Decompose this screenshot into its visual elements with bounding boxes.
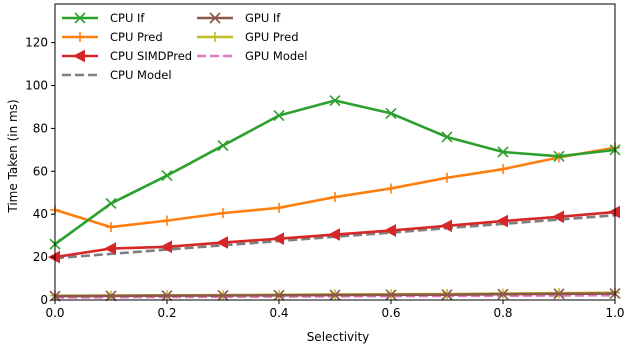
y-tick-label: 100 bbox=[25, 79, 48, 93]
data-point-cpu-pred bbox=[106, 222, 116, 233]
y-tick-label: 60 bbox=[33, 164, 48, 178]
data-point-cpu-if bbox=[217, 139, 229, 152]
y-tick-label: 40 bbox=[33, 207, 48, 221]
y-axis: 0 20 40 60 80 100 120 bbox=[25, 36, 55, 307]
data-point-cpu-pred bbox=[442, 172, 452, 183]
legend-item-cpu-model: CPU Model bbox=[62, 68, 172, 82]
legend-marker bbox=[72, 49, 85, 63]
x-tick-label: 0.6 bbox=[381, 306, 400, 320]
x-axis-label: Selectivity bbox=[307, 330, 370, 344]
data-point-cpu-pred bbox=[498, 164, 508, 175]
x-tick-label: 0.4 bbox=[269, 306, 288, 320]
legend: CPU If CPU Pred CPU SIMDPred CPU Model GPU I… bbox=[62, 11, 307, 82]
data-point-cpu-simdpred bbox=[607, 205, 620, 219]
y-tick-label: 0 bbox=[40, 293, 48, 307]
series-cpu-if bbox=[49, 94, 621, 250]
legend-label: GPU Pred bbox=[245, 30, 299, 44]
data-point-cpu-pred bbox=[274, 202, 284, 213]
data-point-gpu-if bbox=[273, 289, 285, 301]
data-point-cpu-pred bbox=[218, 208, 228, 219]
data-point-cpu-if bbox=[497, 146, 509, 158]
x-tick-label: 0.0 bbox=[45, 306, 64, 320]
data-point-cpu-if bbox=[441, 131, 453, 143]
data-point-cpu-pred bbox=[386, 183, 396, 194]
legend-marker bbox=[210, 32, 220, 42]
legend-item-cpu-if: CPU If bbox=[62, 11, 145, 25]
series-gpu-if bbox=[49, 287, 621, 302]
axes-frame bbox=[54, 3, 616, 301]
x-axis: 0.0 0.2 0.4 0.6 0.8 1.0 bbox=[45, 300, 625, 320]
data-point-cpu-simdpred bbox=[495, 214, 508, 228]
data-point-cpu-if bbox=[273, 109, 285, 122]
x-tick-label: 0.8 bbox=[493, 306, 512, 320]
data-point-gpu-if bbox=[161, 290, 173, 302]
series-line-cpu-pred bbox=[54, 146, 616, 229]
data-point-cpu-pred bbox=[330, 192, 340, 203]
legend-item-cpu-simdpred: CPU SIMDPred bbox=[62, 49, 192, 63]
data-point-gpu-if bbox=[553, 288, 565, 300]
legend-item-cpu-pred: CPU Pred bbox=[62, 30, 163, 44]
y-axis-label: Time Taken (in ms) bbox=[6, 99, 20, 213]
x-tick-label: 1.0 bbox=[605, 306, 624, 320]
data-point-cpu-if bbox=[553, 150, 565, 162]
data-point-gpu-if bbox=[385, 289, 397, 301]
data-point-cpu-simdpred bbox=[551, 210, 564, 224]
legend-label: GPU Model bbox=[245, 49, 307, 63]
legend-label: CPU Model bbox=[110, 68, 172, 82]
y-tick-label: 20 bbox=[33, 250, 48, 264]
data-point-cpu-simdpred bbox=[159, 240, 172, 254]
data-point-gpu-if bbox=[497, 288, 509, 300]
data-point-gpu-if bbox=[217, 289, 229, 302]
data-point-gpu-if bbox=[329, 289, 341, 301]
data-point-cpu-if bbox=[329, 94, 341, 107]
legend-item-gpu-pred: GPU Pred bbox=[197, 30, 299, 44]
data-point-gpu-if bbox=[105, 290, 117, 302]
data-point-cpu-simdpred bbox=[383, 224, 396, 237]
data-point-cpu-simdpred bbox=[327, 228, 340, 241]
legend-label: GPU If bbox=[245, 11, 281, 25]
legend-marker bbox=[74, 12, 86, 24]
data-point-gpu-if bbox=[441, 289, 453, 301]
legend-marker bbox=[209, 12, 221, 24]
data-point-cpu-if bbox=[161, 170, 173, 182]
data-point-cpu-if bbox=[385, 107, 397, 119]
data-point-cpu-simdpred bbox=[439, 219, 452, 233]
series-cpu-simdpred bbox=[47, 205, 620, 264]
y-tick-label: 80 bbox=[33, 121, 48, 135]
data-point-cpu-simdpred bbox=[103, 242, 116, 255]
legend-label: CPU Pred bbox=[110, 30, 163, 44]
x-tick-label: 0.2 bbox=[157, 306, 176, 320]
series-layer bbox=[47, 94, 621, 302]
legend-label: CPU If bbox=[110, 11, 145, 25]
data-point-cpu-if bbox=[105, 197, 117, 210]
y-tick-label: 120 bbox=[25, 36, 48, 50]
legend-item-gpu-model: GPU Model bbox=[197, 49, 307, 63]
legend-marker bbox=[75, 32, 85, 42]
data-point-cpu-pred bbox=[162, 215, 172, 226]
legend-label: CPU SIMDPred bbox=[110, 49, 192, 63]
legend-item-gpu-if: GPU If bbox=[197, 11, 281, 25]
data-point-cpu-simdpred bbox=[215, 236, 228, 249]
data-point-cpu-simdpred bbox=[271, 232, 284, 245]
plot-border bbox=[54, 3, 616, 301]
